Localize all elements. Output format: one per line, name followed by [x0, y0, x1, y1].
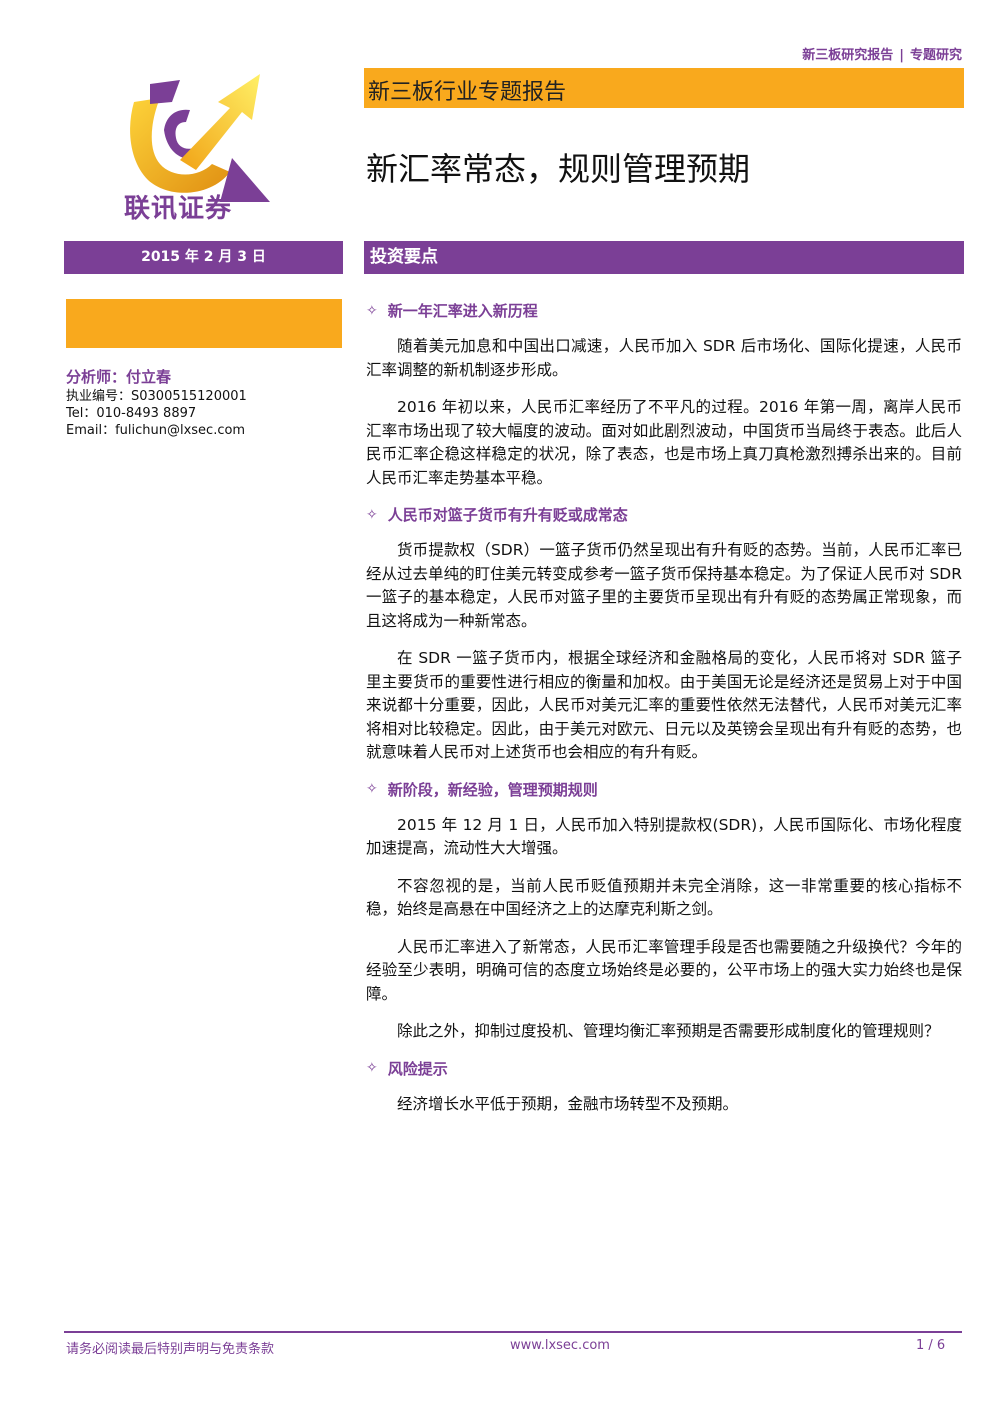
diamond-bullet-icon: ✧ [366, 506, 378, 523]
analyst-contact: 执业编号：S0300515120001 Tel：010-8493 8897 Em… [66, 388, 247, 439]
category-separator: | [899, 48, 904, 63]
section-header-bar: 投资要点 [364, 241, 964, 274]
paragraph: 经济增长水平低于预期，金融市场转型不及预期。 [397, 1094, 739, 1113]
page-title: 新汇率常态，规则管理预期 [366, 150, 751, 188]
report-date: 2015 年 2 月 3 日 [64, 241, 343, 274]
footer-website-link[interactable]: www.lxsec.com [510, 1338, 610, 1353]
analyst-email[interactable]: Email：fulichun@lxsec.com [66, 423, 246, 438]
footer-divider [64, 1331, 962, 1333]
section-heading-text: 人民币对篮子货币有升有贬或成常态 [387, 506, 628, 524]
report-category: 新三板研究报告 | 专题研究 [802, 44, 962, 63]
paragraph: 2015 年 12 月 1 日，人民币加入特别提款权(SDR)，人民币国际化、市… [366, 815, 962, 858]
paragraph: 除此之外，抑制过度投机、管理均衡汇率预期是否需要形成制度化的管理规则？ [397, 1022, 940, 1040]
report-banner: 新三板行业专题报告 [364, 68, 964, 108]
section-heading: ✧ 人民币对篮子货币有升有贬或成常态 [366, 504, 962, 525]
paragraph: 随着美元加息和中国出口减速，人民币加入 SDR 后市场化、国际化提速，人民币汇率… [366, 337, 962, 379]
section-heading: ✧ 新阶段，新经验，管理预期规则 [366, 779, 962, 800]
analyst-license: 执业编号：S0300515120001 [66, 389, 247, 404]
main-content: ✧ 新一年汇率进入新历程 随着美元加息和中国出口减速，人民币加入 SDR 后市场化… [366, 300, 962, 1130]
diamond-bullet-icon: ✧ [366, 781, 378, 797]
section-heading: ✧ 新一年汇率进入新历程 [366, 300, 962, 321]
analyst-name: 分析师：付立春 [66, 368, 172, 386]
subcategory-label: 专题研究 [909, 48, 962, 63]
category-label: 新三板研究报告 [802, 48, 894, 63]
sidebar-highlight-block [66, 299, 342, 348]
diamond-bullet-icon: ✧ [366, 1060, 378, 1076]
paragraph: 货币提款权（SDR）一篮子货币仍然呈现出有升有贬的态势。当前，人民币汇率已经从过… [366, 541, 962, 630]
company-logo-icon [130, 74, 270, 202]
paragraph: 人民币汇率进入了新常态，人民币汇率管理手段是否也需要随之升级换代？今年的经验至少… [366, 937, 962, 1003]
section-heading-text: 新一年汇率进入新历程 [387, 302, 538, 320]
diamond-bullet-icon: ✧ [366, 302, 378, 319]
page-number: 1 / 6 [916, 1338, 946, 1353]
paragraph: 2016 年初以来，人民币汇率经历了不平凡的过程。2016 年第一周，离岸人民币… [366, 398, 962, 487]
paragraph: 不容忽视的是，当前人民币贬值预期并未完全消除，这一非常重要的核心指标不稳，始终是… [366, 876, 962, 919]
analyst-tel: Tel：010-8493 8897 [66, 406, 197, 421]
company-name: 联讯证券 [124, 194, 233, 224]
section-header-label: 投资要点 [370, 247, 438, 267]
paragraph: 在 SDR 一篮子货币内，根据全球经济和金融格局的变化，人民币将对 SDR 篮子… [366, 649, 962, 761]
footer-disclaimer: 请务必阅读最后特别声明与免责条款 [66, 1342, 275, 1357]
section-heading-text: 新阶段，新经验，管理预期规则 [387, 780, 598, 799]
banner-text: 新三板行业专题报告 [368, 80, 567, 105]
section-heading: ✧ 风险提示 [366, 1058, 962, 1079]
section-heading-text: 风险提示 [387, 1059, 448, 1078]
